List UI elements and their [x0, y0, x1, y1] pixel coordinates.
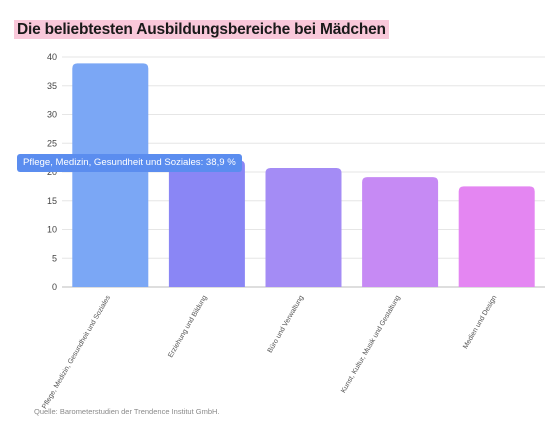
y-tick-label: 5	[52, 253, 57, 263]
bar[interactable]	[168, 160, 245, 288]
y-tick-label: 20	[47, 167, 57, 177]
bar-tooltip: Pflege, Medizin, Gesundheit und Soziales…	[17, 154, 242, 172]
x-category-label: Kunst, Kultur, Musik und Gestaltung	[340, 294, 402, 394]
x-category-label: Medien und Design	[462, 294, 498, 350]
y-axis-ticks: 0 5 10 15 20 25 30 35 40	[47, 52, 57, 292]
bar[interactable]	[265, 167, 342, 287]
y-tick-label: 35	[47, 81, 57, 91]
x-category-label: Büro und Verwaltung	[267, 294, 306, 354]
x-category-label: Pflege, Medizin, Gesundheit und Soziales	[41, 294, 112, 410]
bars	[72, 63, 535, 288]
bar[interactable]	[362, 177, 439, 287]
y-tick-label: 30	[47, 110, 57, 120]
y-tick-label: 40	[47, 52, 57, 62]
chart-title: Die beliebtesten Ausbildungsbereiche bei…	[14, 20, 389, 39]
y-tick-label: 10	[47, 225, 57, 235]
x-category-label: Erziehung und Bildung	[167, 294, 208, 359]
source-note: Quelle: Barometerstudien der Trendence I…	[34, 407, 220, 416]
y-tick-label: 15	[47, 196, 57, 206]
bar[interactable]	[458, 186, 535, 287]
x-axis-labels: Pflege, Medizin, Gesundheit und Soziales…	[41, 294, 498, 410]
bar[interactable]	[72, 63, 149, 288]
y-tick-label: 0	[52, 282, 57, 292]
y-tick-label: 25	[47, 138, 57, 148]
